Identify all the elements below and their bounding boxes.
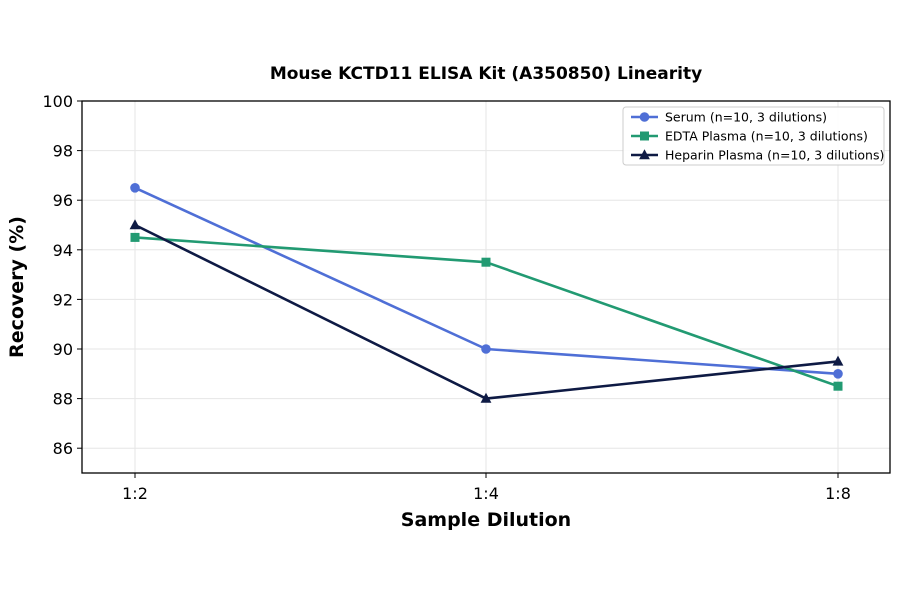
series-3-point <box>480 392 492 403</box>
y-tick-label: 92 <box>53 290 73 309</box>
y-tick-label: 90 <box>53 340 73 359</box>
y-tick-label: 96 <box>53 191 73 210</box>
x-tick-label: 1:2 <box>122 484 148 503</box>
legend-swatch-marker <box>639 149 650 160</box>
series-2 <box>130 232 843 391</box>
legend-label: EDTA Plasma (n=10, 3 dilutions) <box>665 129 868 144</box>
y-tick-label: 98 <box>53 142 73 161</box>
y-tick-label: 100 <box>42 92 73 111</box>
legend: Serum (n=10, 3 dilutions) EDTA Plasma (n=… <box>622 106 885 166</box>
x-tick-label: 1:4 <box>473 484 499 503</box>
legend-entry: Serum (n=10, 3 dilutions) <box>631 110 827 125</box>
x-tick-label: 1:8 <box>825 484 851 503</box>
series-3 <box>129 219 844 403</box>
y-axis: 86 88 90 92 94 96 98 100 <box>42 92 82 458</box>
legend-swatch-marker <box>639 112 650 122</box>
y-axis-label: Recovery (%) <box>6 216 28 358</box>
legend-label: Heparin Plasma (n=10, 3 dilutions) <box>665 148 884 163</box>
y-tick-label: 94 <box>53 241 73 260</box>
x-axis: 1:2 1:4 1:8 <box>122 473 851 503</box>
series-1-point <box>833 369 843 379</box>
y-tick-label: 88 <box>53 390 73 409</box>
series-3-point <box>129 219 141 230</box>
series-layer <box>129 183 844 403</box>
legend-label: Serum (n=10, 3 dilutions) <box>665 110 827 125</box>
x-axis-label: Sample Dilution <box>401 509 571 531</box>
series-1 <box>130 183 843 379</box>
series-2-point <box>130 232 140 242</box>
legend-entry: EDTA Plasma (n=10, 3 dilutions) <box>631 129 868 144</box>
series-2-point <box>833 381 843 391</box>
series-2-point <box>481 257 491 267</box>
chart-title: Mouse KCTD11 ELISA Kit (A350850) Lineari… <box>270 64 702 84</box>
legend-entry: Heparin Plasma (n=10, 3 dilutions) <box>631 148 884 163</box>
series-3-point <box>832 355 844 366</box>
legend-swatch-marker <box>640 131 649 141</box>
y-tick-label: 86 <box>53 439 73 458</box>
series-1-point <box>130 183 140 193</box>
legend-box <box>622 106 885 166</box>
series-1-point <box>481 344 491 354</box>
